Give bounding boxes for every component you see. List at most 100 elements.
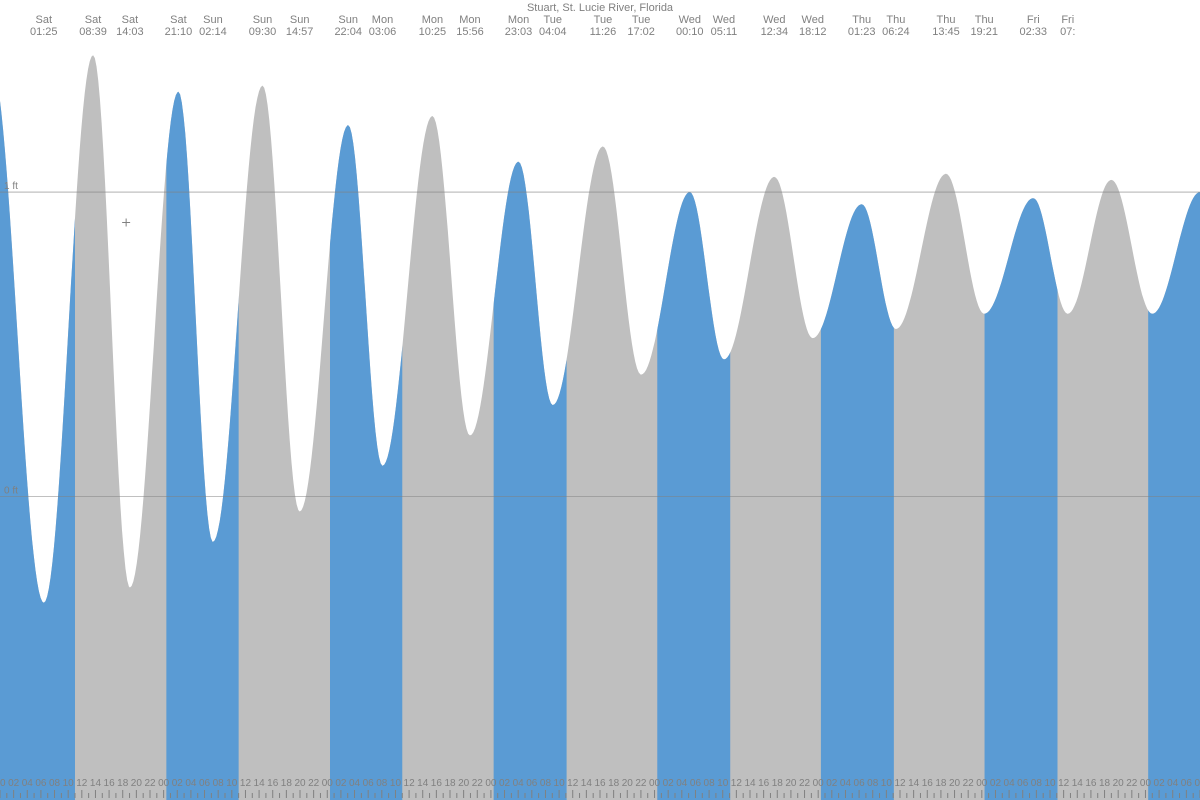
tide-time-label: 17:02 <box>627 26 655 38</box>
tide-time-label: 11:26 <box>590 26 617 38</box>
tide-time-label: 10:25 <box>419 26 447 38</box>
x-hour-label: 12 <box>76 778 88 789</box>
x-hour-label: 00 <box>0 778 6 789</box>
x-hour-label: 10 <box>881 778 893 789</box>
x-hour-label: 02 <box>499 778 511 789</box>
tide-day-label: Sun <box>338 14 358 26</box>
x-hour-label: 14 <box>581 778 593 789</box>
x-hour-label: 14 <box>90 778 102 789</box>
x-hour-label: 08 <box>213 778 225 789</box>
tide-day-label: Fri <box>1061 14 1074 26</box>
tide-time-label: 12:34 <box>761 26 789 38</box>
x-hour-label: 06 <box>1017 778 1029 789</box>
x-hour-label: 16 <box>758 778 770 789</box>
x-hour-label: 04 <box>840 778 852 789</box>
x-hour-label: 20 <box>949 778 961 789</box>
tide-day-label: Sun <box>253 14 273 26</box>
tide-day-label: Mon <box>422 14 443 26</box>
x-hour-label: 04 <box>1167 778 1179 789</box>
tide-time-label: 08:39 <box>79 26 107 38</box>
x-hour-label: 16 <box>104 778 116 789</box>
tide-day-label: Wed <box>802 14 824 26</box>
tide-day-label: Sun <box>290 14 310 26</box>
tide-time-label: 01:25 <box>30 26 58 38</box>
x-hour-label: 08 <box>867 778 879 789</box>
x-hour-label: 06 <box>363 778 375 789</box>
x-hour-label: 08 <box>376 778 388 789</box>
x-hour-label: 16 <box>431 778 443 789</box>
x-hour-label: 08 <box>49 778 61 789</box>
x-hour-label: 16 <box>1085 778 1097 789</box>
tide-day-label: Tue <box>594 14 613 26</box>
tide-day-label: Sat <box>36 14 53 26</box>
x-hour-label: 22 <box>1126 778 1138 789</box>
x-hour-label: 14 <box>744 778 756 789</box>
x-hour-label: 22 <box>635 778 647 789</box>
tide-time-label: 00:10 <box>676 26 704 38</box>
x-hour-label: 12 <box>240 778 252 789</box>
x-hour-label: 14 <box>1072 778 1084 789</box>
tide-chart: 0 ft 1 ft Stuart, St. Lucie River, Florida… <box>0 0 1200 800</box>
x-hour-label: 22 <box>308 778 320 789</box>
x-hour-label: 10 <box>226 778 238 789</box>
x-hour-label: 02 <box>663 778 675 789</box>
x-hour-label: 12 <box>894 778 906 789</box>
x-hour-label: 04 <box>676 778 688 789</box>
tide-day-label: Wed <box>763 14 785 26</box>
x-hour-label: 04 <box>513 778 525 789</box>
x-hour-label: 10 <box>390 778 402 789</box>
tide-time-label: 07: <box>1060 26 1075 38</box>
tide-day-label: Mon <box>508 14 529 26</box>
x-hour-label: 10 <box>1044 778 1056 789</box>
x-hour-label: 18 <box>935 778 947 789</box>
tide-time-label: 14:57 <box>286 26 314 38</box>
x-hour-label: 02 <box>335 778 347 789</box>
chart-title: Stuart, St. Lucie River, Florida <box>527 2 674 14</box>
x-hour-label: 22 <box>799 778 811 789</box>
x-hour-label: 06 <box>199 778 211 789</box>
x-hour-label: 00 <box>1140 778 1152 789</box>
tide-day-label: Mon <box>459 14 480 26</box>
x-hour-label: 22 <box>144 778 156 789</box>
tide-time-label: 09:30 <box>249 26 277 38</box>
x-hour-label: 18 <box>281 778 293 789</box>
x-hour-label: 12 <box>731 778 743 789</box>
x-hour-label: 00 <box>322 778 334 789</box>
tide-day-label: Thu <box>886 14 905 26</box>
x-hour-label: 02 <box>826 778 838 789</box>
tide-day-label: Sun <box>203 14 223 26</box>
x-hour-label: 08 <box>540 778 552 789</box>
x-hour-label: 12 <box>1058 778 1070 789</box>
y-axis-label: 1 ft <box>4 181 18 192</box>
tide-day-label: Wed <box>679 14 701 26</box>
x-hour-label: 14 <box>417 778 429 789</box>
tide-day-label: Thu <box>975 14 994 26</box>
tide-day-label: Sat <box>122 14 139 26</box>
x-hour-label: 00 <box>158 778 170 789</box>
x-hour-label: 00 <box>649 778 661 789</box>
x-hour-label: 12 <box>404 778 416 789</box>
y-axis-label: 0 ft <box>4 485 18 496</box>
x-hour-label: 06 <box>690 778 702 789</box>
tide-chart-svg: 0 ft 1 ft Stuart, St. Lucie River, Florida… <box>0 0 1200 800</box>
x-hour-label: 18 <box>444 778 456 789</box>
x-hour-label: 04 <box>1004 778 1016 789</box>
x-hour-label: 22 <box>472 778 484 789</box>
x-hour-label: 20 <box>622 778 634 789</box>
x-hour-label: 04 <box>22 778 34 789</box>
tide-time-label: 19:21 <box>970 26 998 38</box>
x-hour-label: 06 <box>526 778 538 789</box>
tide-time-label: 13:45 <box>932 26 960 38</box>
x-hour-label: 00 <box>976 778 988 789</box>
x-hour-label: 20 <box>131 778 143 789</box>
tide-time-label: 05:11 <box>711 26 738 38</box>
x-hour-label: 02 <box>990 778 1002 789</box>
tide-day-label: Tue <box>543 14 562 26</box>
tide-day-label: Fri <box>1027 14 1040 26</box>
x-hour-label: 10 <box>554 778 566 789</box>
x-hour-label: 00 <box>813 778 825 789</box>
tide-day-label: Thu <box>937 14 956 26</box>
tide-time-label: 02:14 <box>199 26 227 38</box>
x-hour-label: 04 <box>349 778 361 789</box>
x-hour-label: 10 <box>717 778 729 789</box>
